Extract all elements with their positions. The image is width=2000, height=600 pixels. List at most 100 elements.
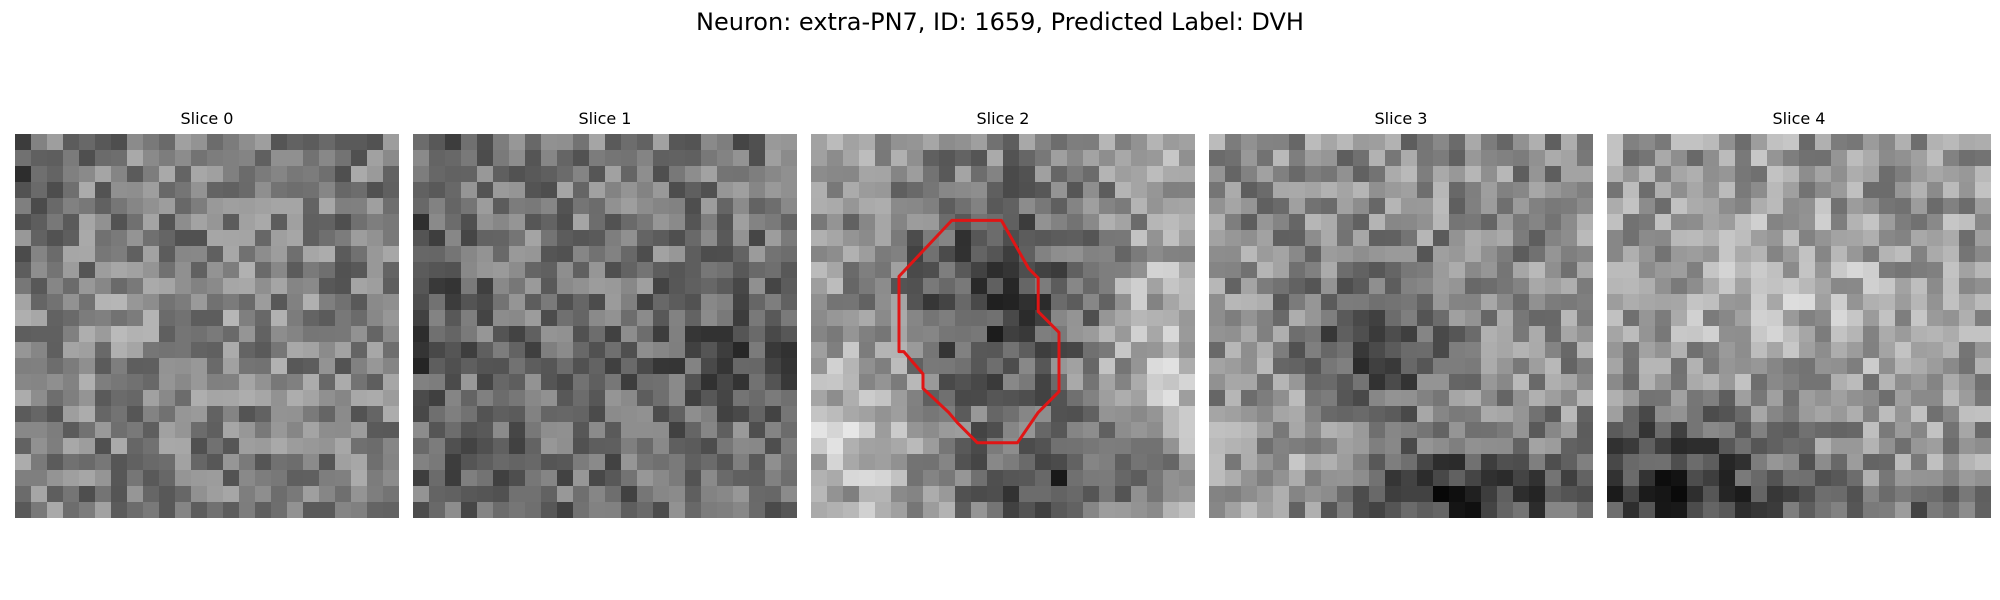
pixel [1687, 246, 1704, 263]
pixel [1799, 246, 1816, 263]
pixel [669, 486, 686, 503]
pixel [143, 342, 160, 359]
pixel [191, 230, 208, 247]
pixel [1863, 294, 1880, 311]
pixel [765, 374, 782, 391]
pixel [207, 150, 224, 167]
pixel [1783, 214, 1800, 231]
pixel [1783, 310, 1800, 327]
pixel [1497, 294, 1514, 311]
pixel [733, 470, 750, 487]
pixel [1369, 278, 1386, 295]
pixel [1687, 406, 1704, 423]
pixel [111, 390, 128, 407]
pixel [1863, 198, 1880, 215]
pixel [589, 422, 606, 439]
pixel [1959, 374, 1976, 391]
pixel [143, 166, 160, 183]
pixel [1051, 486, 1068, 503]
pixel [509, 150, 526, 167]
pixel [1019, 134, 1036, 151]
pixel [1671, 134, 1688, 151]
pixel [1147, 486, 1164, 503]
pixel [1257, 422, 1274, 439]
pixel [541, 230, 558, 247]
pixel [1879, 454, 1896, 471]
pixel [1257, 150, 1274, 167]
pixel [1353, 342, 1370, 359]
pixel [1273, 374, 1290, 391]
pixel [255, 294, 272, 311]
pixel [637, 358, 654, 375]
pixel [255, 198, 272, 215]
slice-1-image [413, 134, 797, 518]
pixel [461, 470, 478, 487]
pixel [1687, 326, 1704, 343]
pixel [303, 294, 320, 311]
pixel [1623, 422, 1640, 439]
pixel [413, 198, 430, 215]
pixel [1799, 454, 1816, 471]
pixel [765, 214, 782, 231]
pixel [1545, 150, 1562, 167]
pixel [811, 454, 828, 471]
pixel [717, 198, 734, 215]
pixel [1671, 198, 1688, 215]
pixel [1369, 150, 1386, 167]
pixel [1241, 422, 1258, 439]
pixel [1179, 166, 1195, 183]
pixel [367, 470, 384, 487]
pixel [637, 214, 654, 231]
pixel [1607, 470, 1624, 487]
pixel [335, 470, 352, 487]
pixel [811, 294, 828, 311]
pixel [811, 230, 828, 247]
pixel [1481, 486, 1498, 503]
pixel [1449, 230, 1466, 247]
pixel [939, 214, 956, 231]
pixel [143, 150, 160, 167]
pixel [383, 198, 399, 215]
pixel [287, 470, 304, 487]
pixel [891, 182, 908, 199]
pixel [95, 230, 112, 247]
pixel [971, 198, 988, 215]
pixel [1687, 150, 1704, 167]
pixel [573, 150, 590, 167]
pixel [1911, 358, 1928, 375]
pixel [1417, 294, 1434, 311]
pixel [1719, 438, 1736, 455]
pixel [1337, 438, 1354, 455]
pixel [923, 182, 940, 199]
pixel [159, 374, 176, 391]
pixel [383, 374, 399, 391]
pixel [509, 198, 526, 215]
pixel [1545, 278, 1562, 295]
pixel [749, 374, 766, 391]
pixel [1831, 406, 1848, 423]
pixel [1639, 390, 1656, 407]
pixel [1449, 182, 1466, 199]
pixel [1099, 390, 1116, 407]
pixel [477, 246, 494, 263]
pixel [955, 342, 972, 359]
pixel [15, 262, 32, 279]
pixel [255, 278, 272, 295]
pixel [1783, 422, 1800, 439]
pixel [1975, 486, 1991, 503]
pixel [717, 230, 734, 247]
pixel [1369, 374, 1386, 391]
pixel [79, 198, 96, 215]
pixel [1019, 198, 1036, 215]
pixel [191, 294, 208, 311]
pixel [95, 198, 112, 215]
pixel [637, 486, 654, 503]
pixel [1369, 486, 1386, 503]
pixel [1321, 278, 1338, 295]
pixel [1623, 502, 1640, 518]
pixel [1703, 182, 1720, 199]
pixel [1225, 310, 1242, 327]
pixel [1035, 486, 1052, 503]
pixel [891, 150, 908, 167]
pixel [1273, 342, 1290, 359]
